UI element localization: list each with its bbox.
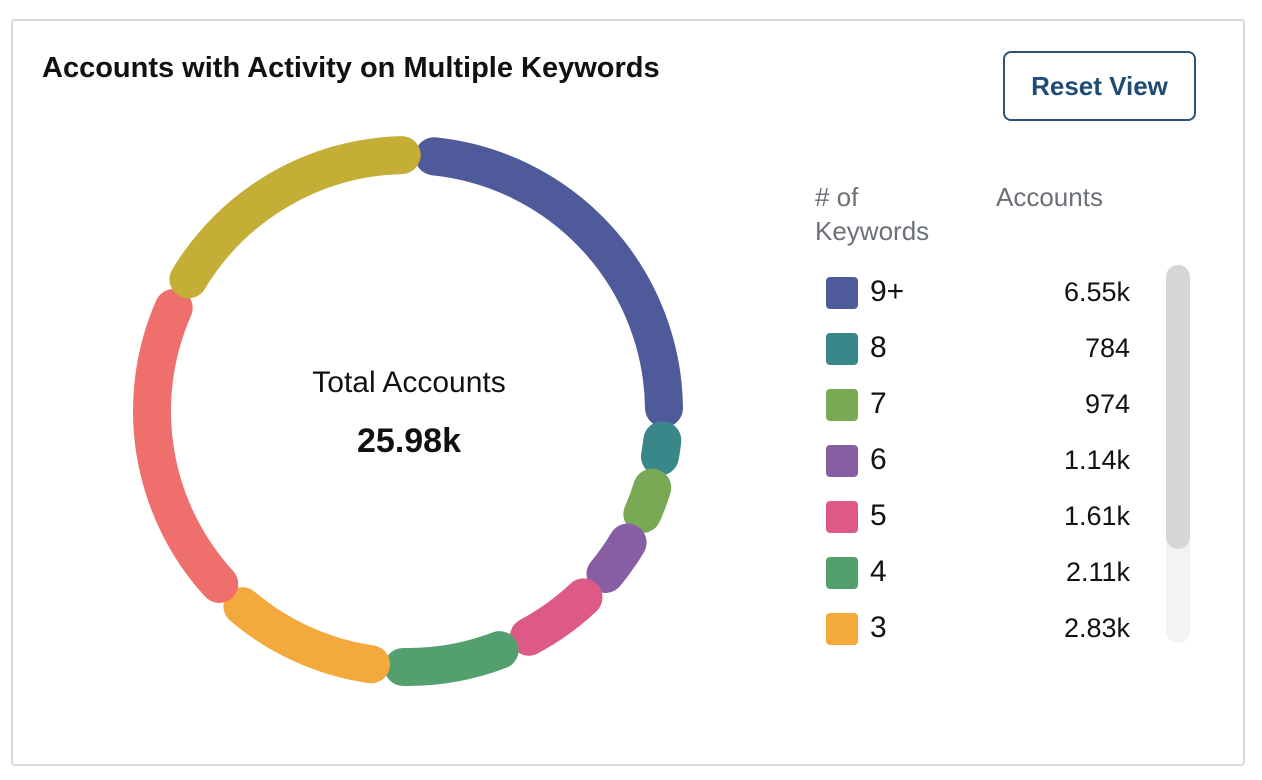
donut-segment-4[interactable] <box>384 631 519 686</box>
legend-keyword-count: 6 <box>870 443 887 476</box>
legend-swatch <box>826 501 858 533</box>
legend-row-6[interactable]: 6 1.14k <box>815 432 1135 488</box>
legend-account-count: 2.11k <box>1065 557 1130 587</box>
legend-scrollbar[interactable] <box>1166 265 1190 643</box>
total-accounts-label: Total Accounts <box>312 366 506 399</box>
legend-keyword-count: 5 <box>870 499 887 532</box>
donut-segment-5[interactable] <box>509 578 603 656</box>
chart-title: Accounts with Activity on Multiple Keywo… <box>42 52 660 84</box>
legend-account-count: 784 <box>1084 333 1130 363</box>
donut-segment-9plus[interactable] <box>414 137 683 428</box>
legend-row-5[interactable]: 5 1.61k <box>815 488 1135 544</box>
donut-segment-3[interactable] <box>223 587 391 684</box>
legend-account-count: 974 <box>1084 389 1130 419</box>
legend-keyword-count: 3 <box>870 611 887 644</box>
total-accounts-value: 25.98k <box>357 422 461 460</box>
reset-view-button[interactable]: Reset View <box>1003 51 1196 121</box>
legend-row-8[interactable]: 8 784 <box>815 320 1135 376</box>
legend-row-3[interactable]: 3 2.83k <box>815 600 1135 646</box>
donut-segment-6[interactable] <box>586 523 647 593</box>
legend-swatch <box>826 389 858 421</box>
legend-account-count: 6.55k <box>1063 277 1130 307</box>
legend-keyword-count: 7 <box>870 387 887 420</box>
legend-swatch <box>826 333 858 365</box>
donut-segment-8[interactable] <box>640 421 682 476</box>
donut-segment-2[interactable] <box>133 288 239 603</box>
legend-account-count: 2.83k <box>1063 613 1130 643</box>
legend-swatch <box>826 557 858 589</box>
legend-scrollbar-thumb[interactable] <box>1166 265 1190 549</box>
donut-segment-7[interactable] <box>623 468 672 534</box>
legend-swatch <box>826 445 858 477</box>
legend-row-9plus[interactable]: 9+ 6.55k <box>815 264 1135 320</box>
legend-keyword-count: 9+ <box>870 275 905 308</box>
legend-header-accounts: Accounts <box>996 182 1103 212</box>
legend-account-count: 1.61k <box>1063 501 1130 531</box>
legend-swatch <box>826 613 858 645</box>
donut-segment-other[interactable] <box>169 136 421 299</box>
legend-swatch <box>826 277 858 309</box>
legend-header-keywords: # of Keywords <box>815 182 930 246</box>
legend-row-4[interactable]: 4 2.11k <box>815 544 1135 600</box>
donut-chart <box>133 136 683 686</box>
chart-card <box>11 19 1245 766</box>
legend-keyword-count: 8 <box>870 331 887 364</box>
legend-keyword-count: 4 <box>870 555 887 588</box>
legend-row-7[interactable]: 7 974 <box>815 376 1135 432</box>
legend-account-count: 1.14k <box>1063 445 1130 475</box>
